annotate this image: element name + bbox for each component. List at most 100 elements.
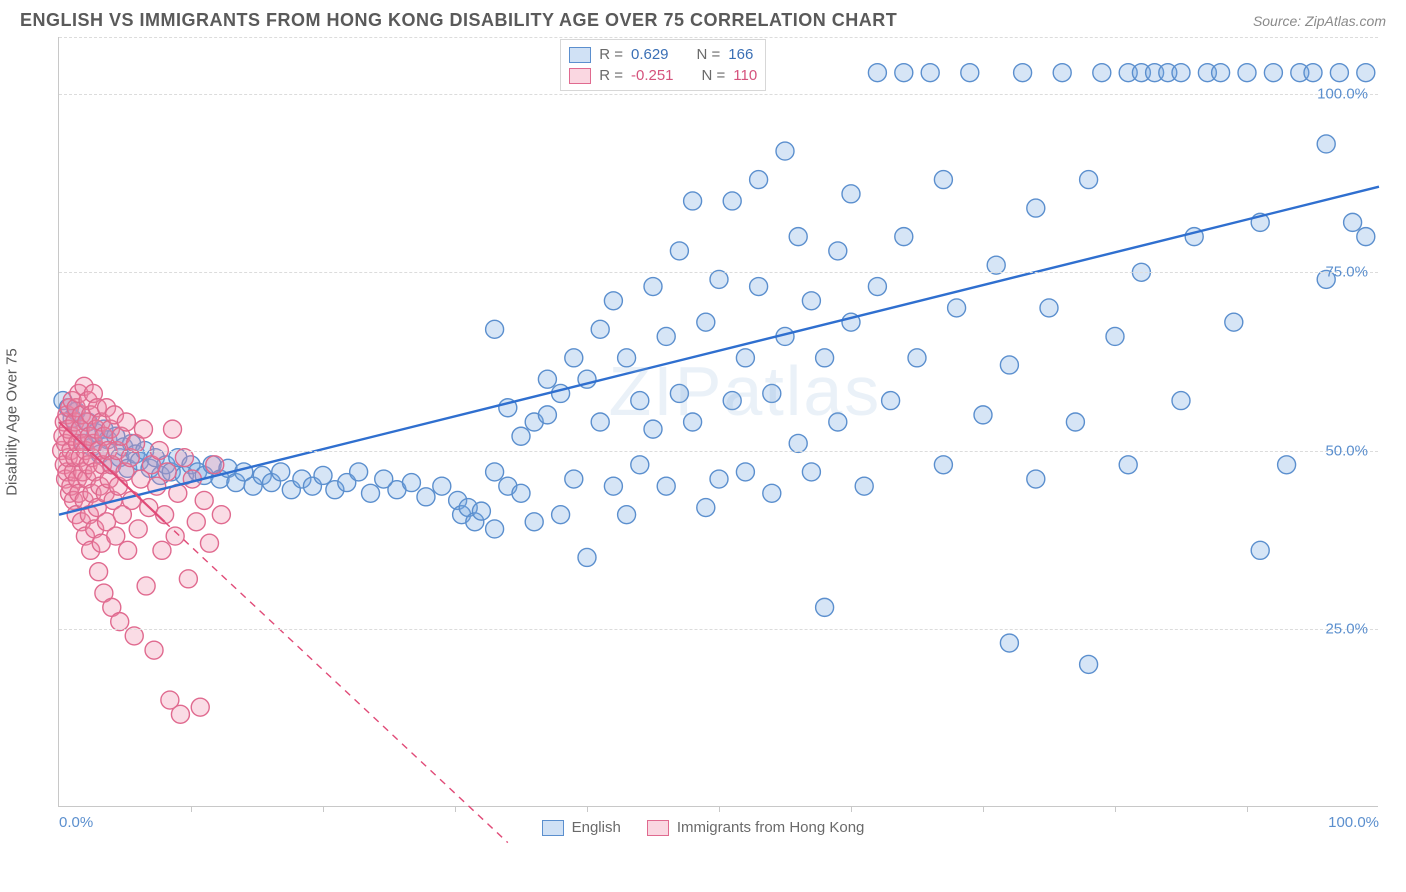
data-point — [776, 142, 794, 160]
stats-row-english: R = 0.629 N = 166 — [569, 44, 757, 65]
legend-item-english: English — [542, 819, 621, 836]
data-point — [350, 463, 368, 481]
data-point — [697, 499, 715, 517]
data-point — [816, 598, 834, 616]
data-point — [472, 502, 490, 520]
data-point — [1106, 327, 1124, 345]
data-point — [1330, 64, 1348, 82]
data-point — [417, 488, 435, 506]
data-point — [670, 242, 688, 260]
data-point — [164, 420, 182, 438]
data-point — [934, 456, 952, 474]
y-tick-label: 25.0% — [1325, 620, 1368, 637]
data-point — [486, 520, 504, 538]
data-point — [1304, 64, 1322, 82]
r-value-english: 0.629 — [631, 46, 669, 63]
data-point — [1093, 64, 1111, 82]
data-point — [948, 299, 966, 317]
data-point — [1357, 64, 1375, 82]
data-point — [107, 527, 125, 545]
data-point — [1080, 171, 1098, 189]
data-point — [1357, 228, 1375, 246]
data-point — [565, 349, 583, 367]
chart-header: ENGLISH VS IMMIGRANTS FROM HONG KONG DIS… — [0, 0, 1406, 37]
data-point — [538, 406, 556, 424]
trend-line — [59, 187, 1379, 515]
swatch-hk-icon — [569, 68, 591, 84]
n-value-english: 166 — [728, 46, 753, 63]
data-point — [153, 541, 171, 559]
data-point — [1119, 456, 1137, 474]
data-point — [670, 384, 688, 402]
y-tick-label: 100.0% — [1317, 86, 1368, 103]
data-point — [314, 466, 332, 484]
data-point — [486, 320, 504, 338]
chart-area: Disability Age Over 75 ZIPatlas R = 0.62… — [20, 37, 1386, 807]
data-point — [512, 484, 530, 502]
data-point — [618, 349, 636, 367]
data-point — [191, 698, 209, 716]
data-point — [750, 278, 768, 296]
data-point — [1344, 213, 1362, 231]
data-point — [961, 64, 979, 82]
data-point — [1053, 64, 1071, 82]
data-point — [750, 171, 768, 189]
data-point — [565, 470, 583, 488]
data-point — [402, 474, 420, 492]
data-point — [552, 506, 570, 524]
data-point — [362, 484, 380, 502]
data-point — [736, 463, 754, 481]
data-point — [868, 64, 886, 82]
data-point — [578, 548, 596, 566]
data-point — [1027, 470, 1045, 488]
data-point — [829, 242, 847, 260]
data-point — [117, 413, 135, 431]
legend-label-english: English — [572, 819, 621, 836]
data-point — [206, 456, 224, 474]
data-point — [1014, 64, 1032, 82]
data-point — [90, 563, 108, 581]
data-point — [591, 413, 609, 431]
data-point — [187, 513, 205, 531]
swatch-english-icon — [542, 820, 564, 836]
r-label: R = — [599, 46, 623, 63]
data-point — [736, 349, 754, 367]
data-point — [908, 349, 926, 367]
data-point — [934, 171, 952, 189]
stats-legend: R = 0.629 N = 166 R = -0.251 N = 110 — [560, 39, 766, 91]
data-point — [684, 192, 702, 210]
data-point — [789, 228, 807, 246]
data-point — [1000, 356, 1018, 374]
data-point — [882, 392, 900, 410]
data-point — [272, 463, 290, 481]
data-point — [1172, 64, 1190, 82]
data-point — [657, 327, 675, 345]
data-point — [618, 506, 636, 524]
data-point — [657, 477, 675, 495]
data-point — [1080, 655, 1098, 673]
swatch-hk-icon — [647, 820, 669, 836]
data-point — [868, 278, 886, 296]
y-tick-label: 50.0% — [1325, 442, 1368, 459]
data-point — [842, 185, 860, 203]
y-axis-label: Disability Age Over 75 — [4, 348, 21, 496]
data-point — [195, 491, 213, 509]
series-legend: English Immigrants from Hong Kong — [0, 819, 1406, 836]
data-point — [1238, 64, 1256, 82]
swatch-english-icon — [569, 47, 591, 63]
n-value-hk: 110 — [733, 67, 757, 84]
data-point — [895, 64, 913, 82]
plot-region: ZIPatlas R = 0.629 N = 166 R = -0.251 N … — [58, 37, 1378, 807]
legend-label-hk: Immigrants from Hong Kong — [677, 819, 865, 836]
data-point — [921, 64, 939, 82]
legend-item-hk: Immigrants from Hong Kong — [647, 819, 865, 836]
n-label: N = — [697, 46, 721, 63]
data-point — [631, 456, 649, 474]
data-point — [200, 534, 218, 552]
data-point — [134, 420, 152, 438]
r-value-hk: -0.251 — [631, 67, 674, 84]
data-point — [684, 413, 702, 431]
data-point — [710, 470, 728, 488]
data-point — [129, 520, 147, 538]
stats-row-hk: R = -0.251 N = 110 — [569, 65, 757, 86]
